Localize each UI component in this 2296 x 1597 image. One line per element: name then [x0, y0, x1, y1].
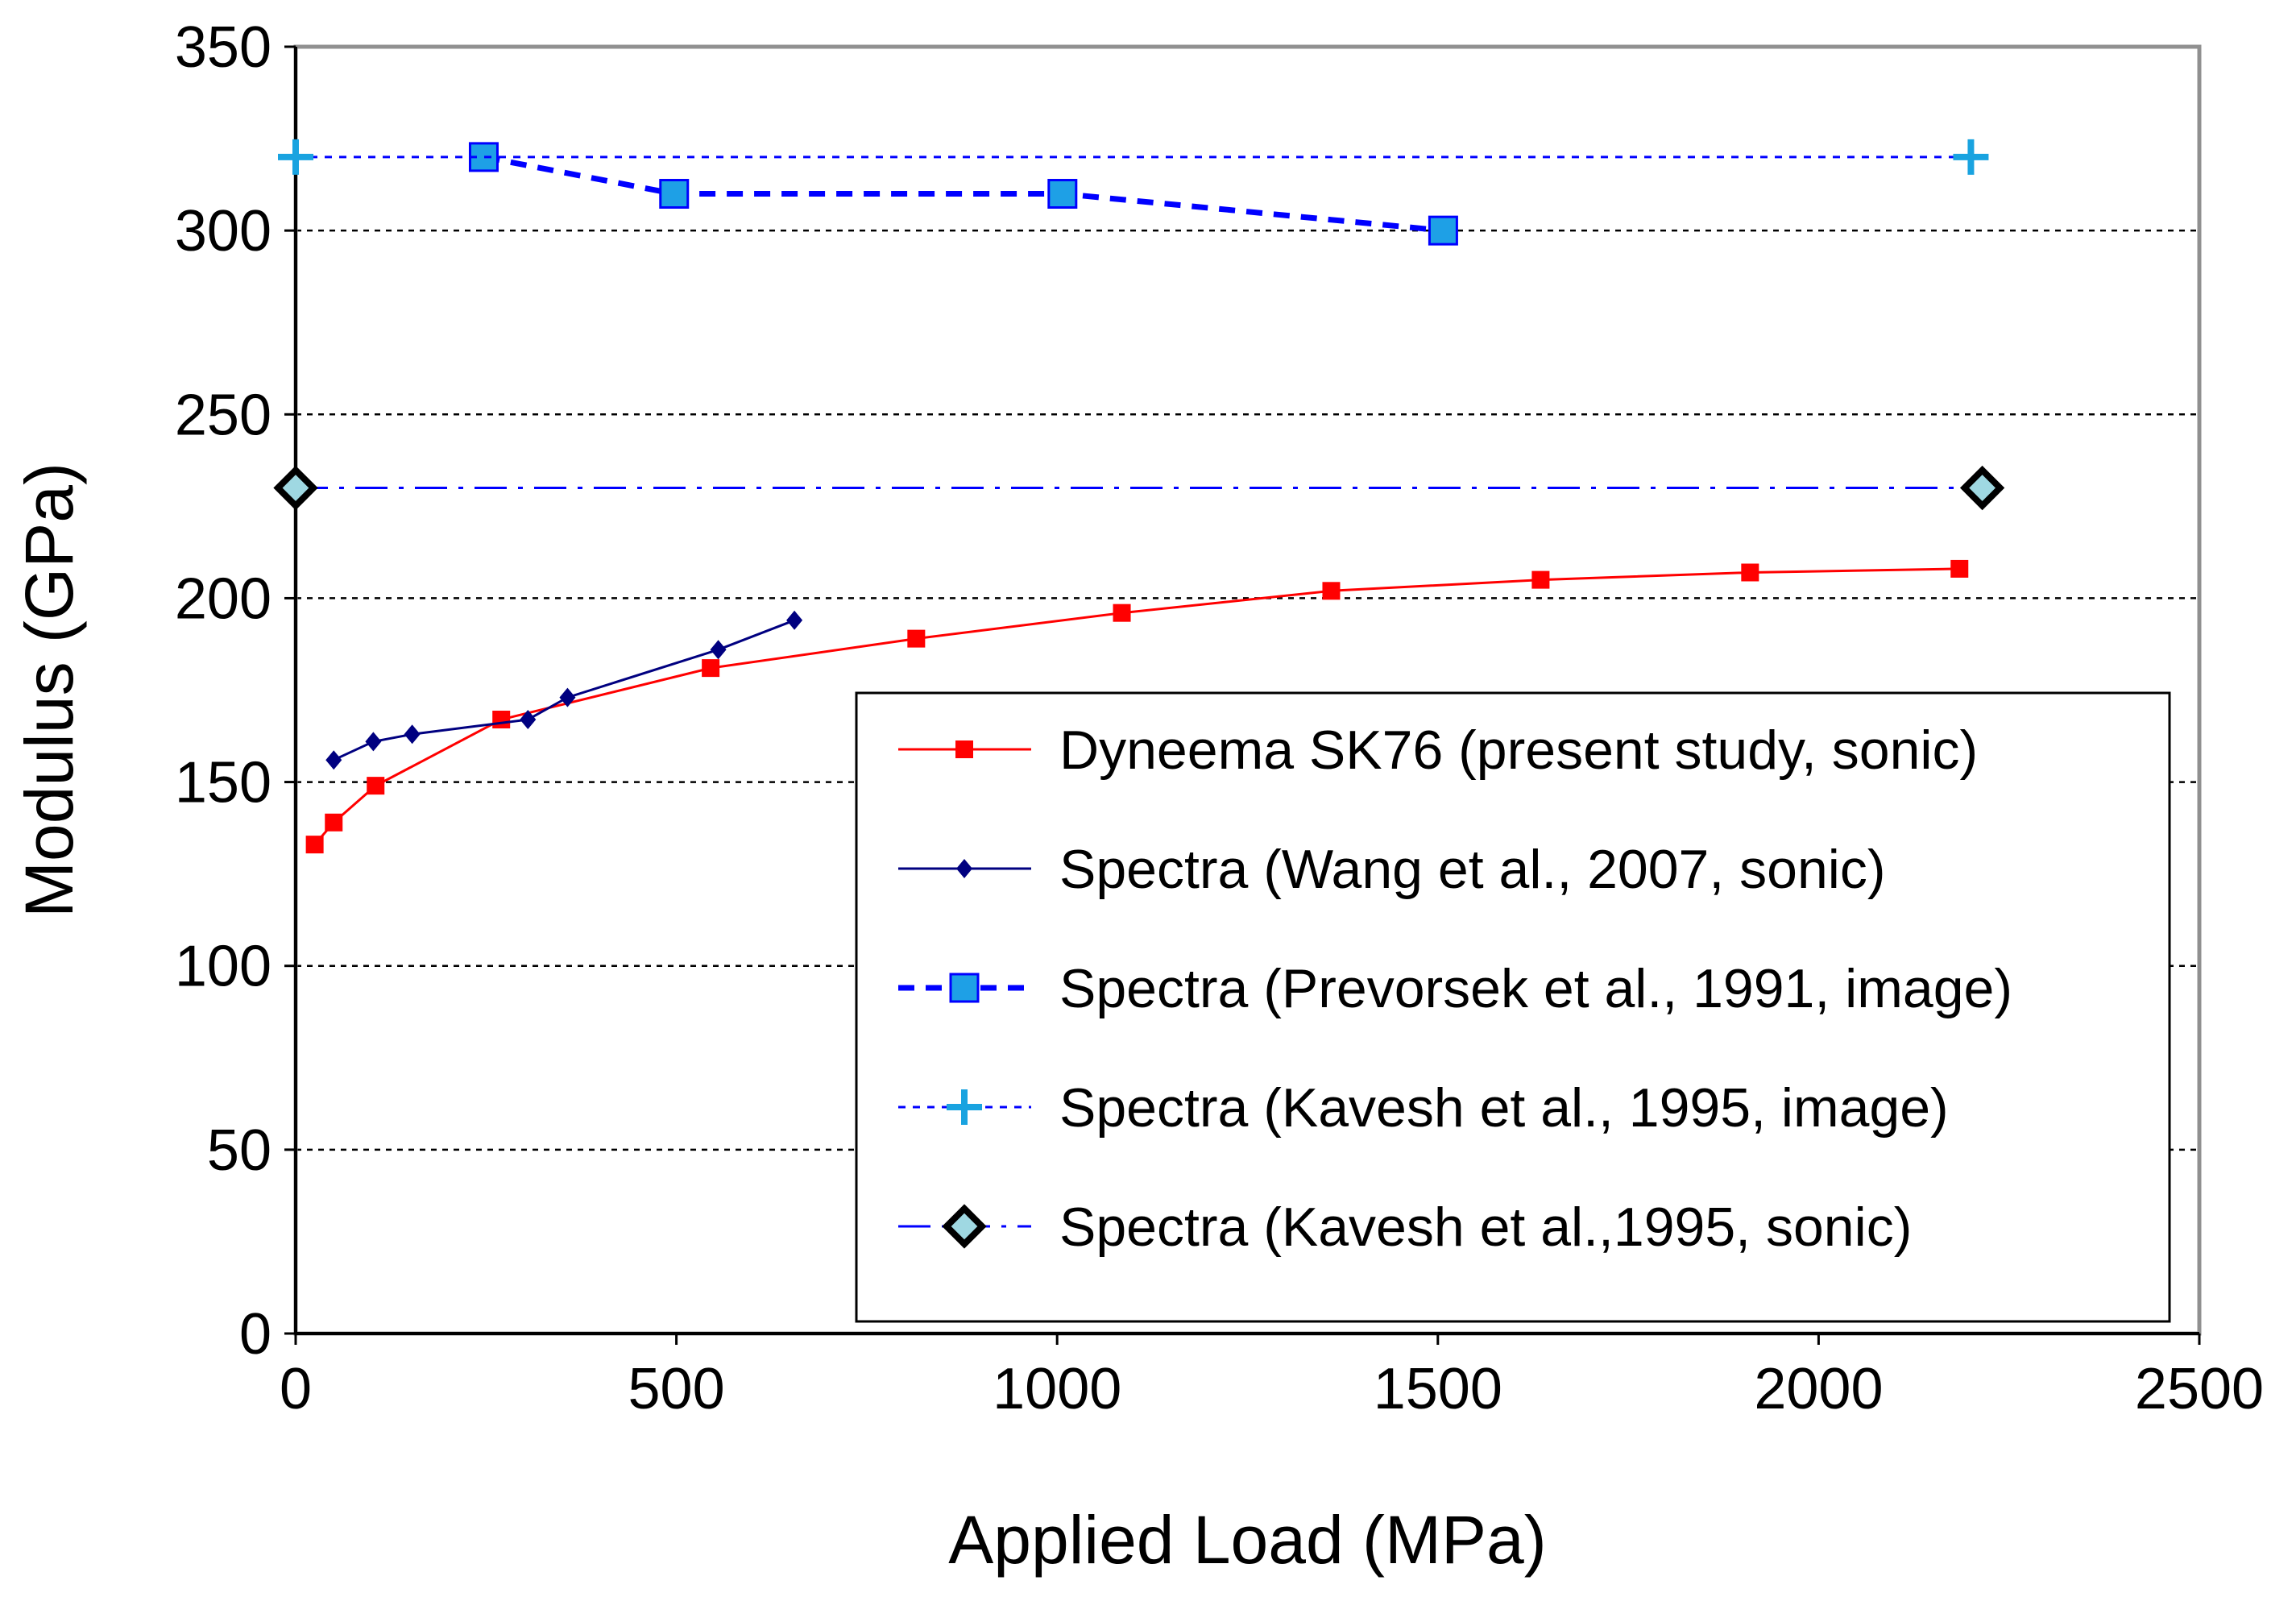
- series-5-point-2: [1959, 465, 2005, 511]
- y-axis-title: Modulus (GPa): [11, 463, 87, 918]
- legend-label-4: Spectra (Kavesh et al., 1995, image): [1059, 1077, 1949, 1139]
- axes: [284, 44, 2202, 1345]
- tick-labels: 0 50 100 150 200 250 300 350 0 500 1000 1500 2000 250…: [175, 15, 2264, 1421]
- series-1-point-7: [1113, 604, 1131, 622]
- series-4: [278, 139, 1989, 175]
- legend-marker-2: [956, 859, 972, 878]
- x-tick-label-0: 0: [280, 1357, 312, 1421]
- series-2-point-3: [404, 724, 421, 745]
- series-2-point-5: [559, 687, 576, 707]
- series-1-point-10: [1741, 563, 1759, 582]
- y-tick-label-100: 100: [175, 935, 271, 999]
- x-tick-label-2000: 2000: [1754, 1357, 1883, 1421]
- y-tick-label-350: 350: [175, 15, 271, 80]
- series-3-line: [483, 154, 1444, 234]
- legend-label-1: Dyneema SK76 (present study, sonic): [1059, 720, 1978, 781]
- y-tick-label-300: 300: [175, 199, 271, 263]
- series-1-point-9: [1531, 570, 1550, 589]
- legend: Dyneema SK76 (present study, sonic) Spect…: [855, 691, 2171, 1323]
- y-tick-label-0: 0: [239, 1302, 271, 1367]
- series-1-point-2: [325, 813, 343, 832]
- series-3-point-3: [1047, 179, 1078, 209]
- series-2-point-4: [520, 710, 537, 730]
- series-4-point-2: [1953, 139, 1989, 175]
- series-2-point-6: [710, 640, 727, 660]
- y-tick-label-200: 200: [175, 566, 271, 631]
- legend-marker-3: [949, 973, 980, 1003]
- series-1-point-1: [305, 836, 324, 854]
- legend-marker-5: [942, 1204, 987, 1249]
- series-2-point-1: [325, 750, 342, 770]
- series-1-point-5: [702, 659, 720, 678]
- y-tick-label-50: 50: [207, 1118, 271, 1183]
- series-1: [305, 559, 1969, 854]
- legend-label-3: Spectra (Prevorsek et al., 1991, image): [1059, 958, 2012, 1019]
- series-5: [273, 465, 2005, 511]
- series-2-point-7: [786, 610, 803, 630]
- legend-label-5: Spectra (Kavesh et al.,1995, sonic): [1059, 1197, 1912, 1258]
- legend-label-2: Spectra (Wang et al., 2007, sonic): [1059, 839, 1886, 900]
- x-tick-label-500: 500: [628, 1357, 725, 1421]
- series-4-point-1: [278, 139, 313, 175]
- series-5-point-1: [273, 465, 318, 511]
- y-tick-label-250: 250: [175, 383, 271, 447]
- legend-box: [855, 691, 2171, 1323]
- series-2-point-2: [365, 732, 382, 752]
- legend-marker-4: [947, 1089, 982, 1125]
- series-1-point-11: [1950, 559, 1969, 578]
- series-3-point-4: [1428, 215, 1458, 246]
- x-tick-label-2500: 2500: [2135, 1357, 2264, 1421]
- x-tick-label-1000: 1000: [993, 1357, 1121, 1421]
- series-1-point-4: [492, 711, 511, 729]
- series-1-point-8: [1322, 582, 1341, 600]
- x-axis-title: Applied Load (MPa): [948, 1502, 1546, 1578]
- x-tick-label-1500: 1500: [1374, 1357, 1502, 1421]
- series-3-point-2: [659, 179, 690, 209]
- series-2: [325, 610, 803, 770]
- series-layer: [273, 139, 2005, 854]
- series-1-point-6: [907, 629, 926, 648]
- series-3: [468, 142, 1458, 246]
- series-1-point-3: [367, 777, 385, 795]
- legend-marker-1: [955, 740, 973, 758]
- y-tick-label-150: 150: [175, 751, 271, 815]
